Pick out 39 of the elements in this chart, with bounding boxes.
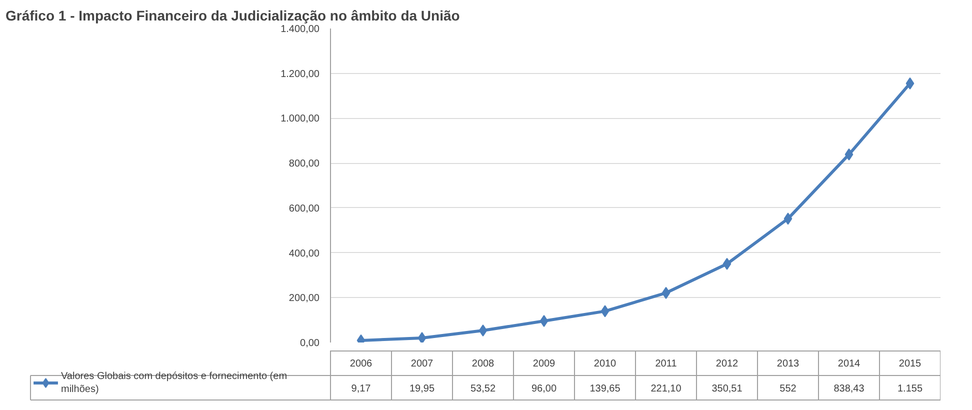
x-tick-label: 2007 xyxy=(410,358,434,370)
y-tick-label: 800,00 xyxy=(288,158,320,170)
point xyxy=(600,305,610,318)
data-label: 838,43 xyxy=(834,384,865,394)
data-label: 19,95 xyxy=(409,384,435,394)
x-tick-label: 2015 xyxy=(898,358,922,370)
x-tick-label: 2011 xyxy=(655,358,678,370)
x-tick-label: 2014 xyxy=(838,358,861,370)
data-label: 139,65 xyxy=(590,384,621,394)
x-tick-label: 2006 xyxy=(350,358,373,370)
point xyxy=(662,286,670,299)
point xyxy=(418,332,426,342)
legend-label: Valores Globais com depósitos e fornecimento (em milhões) xyxy=(61,370,288,396)
data-label: 552 xyxy=(780,384,797,394)
x-tick-label: 2009 xyxy=(532,358,556,370)
y-tick-label: 1.200,00 xyxy=(280,68,320,80)
point xyxy=(540,314,548,327)
y-tick-label: 200,00 xyxy=(288,293,320,304)
point xyxy=(906,77,914,90)
point xyxy=(844,148,854,160)
point xyxy=(722,258,732,270)
y-tick-label: 600,00 xyxy=(288,203,320,214)
y-tick-label: 0,00 xyxy=(300,338,320,349)
data-label: 53,52 xyxy=(470,384,496,394)
point xyxy=(784,212,792,225)
point xyxy=(478,324,488,336)
x-tick-label: 2008 xyxy=(472,358,495,370)
y-tick-label: 1.000,00 xyxy=(280,114,320,125)
data-label: 1.155 xyxy=(897,384,923,394)
data-label: 9,17 xyxy=(351,384,372,394)
chart-title: Gráfico 1 - Impacto Financeiro da Judicialização no âmbito da União xyxy=(6,8,460,24)
y-tick-label: 1.400,00 xyxy=(280,24,320,35)
x-tick-label: 2010 xyxy=(594,358,617,370)
data-label: 221,10 xyxy=(650,384,682,394)
data-label: 96,00 xyxy=(531,384,557,394)
x-tick-label: 2012 xyxy=(716,358,739,370)
x-tick-label: 2013 xyxy=(776,358,800,370)
y-tick-label: 400,00 xyxy=(288,248,320,260)
data-label: 350,51 xyxy=(712,384,743,394)
